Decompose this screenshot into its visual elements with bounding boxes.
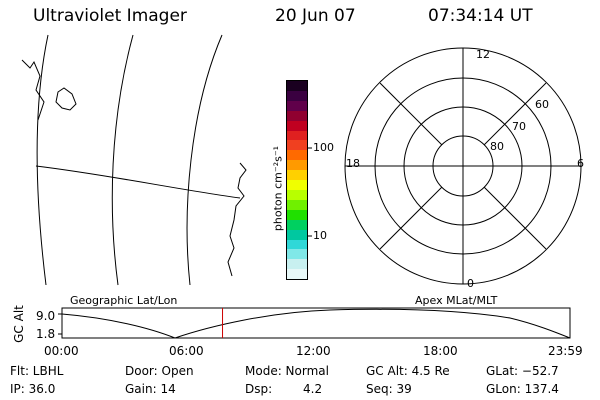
footer-glon: GLon: 137.4 <box>486 382 559 396</box>
footer-flt: Flt: LBHL <box>10 364 64 378</box>
timeline-tick-2: 12:00 <box>296 344 331 358</box>
colorbar-band <box>287 130 307 141</box>
instrument-title: Ultraviolet Imager <box>33 6 187 26</box>
colorbar-band <box>287 180 307 190</box>
map-meridian <box>186 34 223 286</box>
timeline-tick-0: 00:00 <box>44 344 79 358</box>
map-coastline <box>227 162 247 277</box>
polar-lat-70: 70 <box>512 120 526 133</box>
footer-door: Door: Open <box>125 364 194 378</box>
apex-label: Apex MLat/MLT <box>415 294 498 307</box>
timeline-frame <box>61 307 571 339</box>
map-coastline <box>21 59 45 121</box>
polar-label-6: 6 <box>577 157 584 170</box>
map-parallel <box>35 165 241 199</box>
colorbar-band <box>287 100 307 111</box>
map-coastline <box>55 87 77 111</box>
colorbar-band <box>287 170 307 181</box>
colorbar-band <box>287 150 307 161</box>
colorbar <box>286 80 308 280</box>
polar-diagonal <box>483 186 547 250</box>
timeline-tick-4: 23:59 <box>548 344 583 358</box>
footer-gain: Gain: 14 <box>125 382 176 396</box>
date-label: 20 Jun 07 <box>275 6 356 26</box>
colorbar-tick-10: 10 <box>313 229 327 242</box>
polar-label-18: 18 <box>346 157 360 170</box>
polar-diagonal <box>379 82 443 146</box>
polar-diagonal <box>379 186 443 250</box>
colorbar-band <box>287 209 307 220</box>
timeline-ymin: 1.8 <box>36 327 56 341</box>
colorbar-band <box>287 269 307 280</box>
colorbar-band <box>287 81 307 91</box>
colorbar-band <box>287 90 307 101</box>
colorbar-band <box>287 120 307 131</box>
colorbar-band <box>287 140 307 151</box>
polar-label-0: 0 <box>467 277 474 290</box>
polar-label-12: 12 <box>476 48 490 61</box>
colorbar-band <box>287 229 307 240</box>
footer-dsp-label: Dsp: <box>245 382 273 396</box>
colorbar-band <box>287 239 307 250</box>
time-label: 07:34:14 UT <box>428 6 533 26</box>
colorbar-band <box>287 219 307 230</box>
colorbar-band <box>287 259 307 270</box>
polar-diagonal <box>483 82 547 146</box>
geographic-label: Geographic Lat/Lon <box>70 294 178 307</box>
timeline-tick-3: 18:00 <box>423 344 458 358</box>
colorbar-band <box>287 160 307 171</box>
footer-glat: GLat: −52.7 <box>486 364 559 378</box>
altitude-curve <box>61 308 571 339</box>
timeline-ymax: 9.0 <box>36 309 56 323</box>
colorbar-band <box>287 189 307 200</box>
timeline-ylabel: GC Alt <box>12 305 26 343</box>
map-meridian <box>111 34 134 286</box>
footer-ip: IP: 36.0 <box>10 382 56 396</box>
footer-gc-alt: GC Alt: 4.5 Re <box>366 364 450 378</box>
footer-dsp-value: 4.2 <box>303 382 323 396</box>
polar-lat-60: 60 <box>535 98 549 111</box>
footer-seq: Seq: 39 <box>366 382 412 396</box>
footer-mode: Mode: Normal <box>245 364 329 378</box>
timeline-tick-1: 06:00 <box>169 344 204 358</box>
colorbar-band <box>287 199 307 210</box>
polar-lat-80: 80 <box>490 140 504 153</box>
colorbar-band <box>287 249 307 260</box>
colorbar-band <box>287 110 307 121</box>
colorbar-gradient <box>287 81 307 280</box>
map-meridian <box>36 34 49 286</box>
colorbar-tick-100: 100 <box>313 141 334 154</box>
